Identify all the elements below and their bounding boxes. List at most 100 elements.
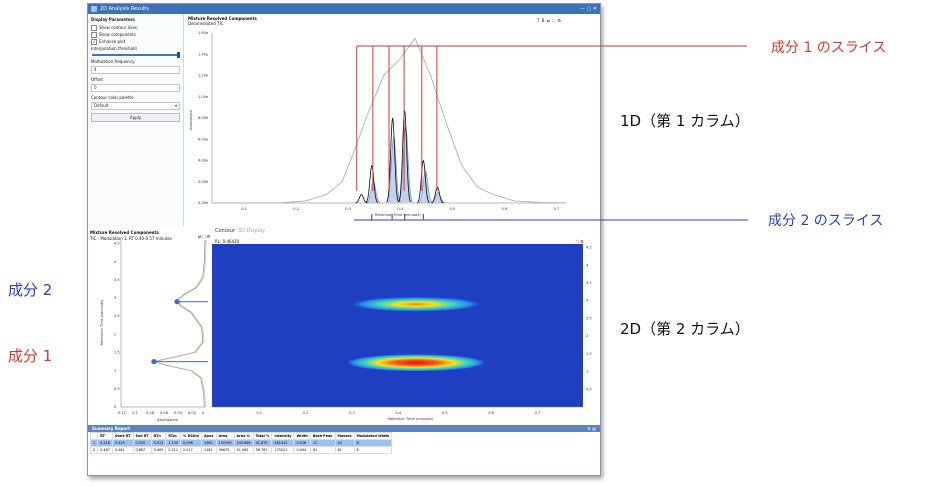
table-cell: 51 062 [233, 446, 254, 454]
profile-y-tick: 0.5 [114, 387, 120, 391]
heatmap-x-tick: 0.1 [256, 411, 262, 415]
top-chart-toolbar[interactable]: T B ⇄ ⛶ ⚙ [537, 18, 562, 23]
palette-select[interactable]: Default ▾ [91, 102, 180, 110]
profile-y-tick: 3.5 [114, 278, 120, 282]
heatmap-y-tick: 3 [586, 299, 588, 303]
option-label: Enhance plot [99, 39, 126, 44]
modulation-input[interactable]: 4 [91, 66, 180, 74]
profile-x-tick: 0.12 [118, 411, 126, 415]
component1-peak [365, 164, 379, 203]
heatmap-x-label: Retention Time (minutes) [388, 417, 434, 421]
profile-x-tick: 0.1 [132, 411, 138, 415]
table-row[interactable]: 2 0.467 0.461 0.867 0.409 0.211 2.017 1181 99675… [89, 446, 393, 454]
apply-button[interactable]: Apply [91, 113, 180, 122]
component2-peak [366, 181, 381, 204]
x-axis-label: Retention Time (minutes) [375, 213, 421, 217]
summary-body: 1 0.318 0.319 0.520 0.513 1.130 0.098 1962 19210… [89, 439, 393, 454]
heatmap-x-tick: 0.5 [442, 411, 448, 415]
x-tick-label: 0.1 [241, 207, 247, 211]
interpolation-slider[interactable] [92, 52, 180, 58]
contour-corner-label: RL: 0.46420 [215, 239, 240, 244]
modulation-label-text: Modulation frequency [91, 59, 135, 64]
profile-x-tick: 0.08 [146, 411, 155, 415]
profile-curve-secondary [153, 239, 207, 408]
profile-y-tick: 1 [114, 369, 116, 373]
chevron-down-icon: ▾ [174, 103, 177, 108]
profile-y-tick: 3 [114, 296, 116, 300]
y-tick-label: 1.20e [198, 74, 209, 78]
heatmap-blob-1 [346, 354, 486, 372]
tic-envelope [212, 37, 567, 204]
offset-label: Offset [88, 76, 183, 83]
table-cell: 0.867 [132, 446, 152, 454]
option-components[interactable]: Show components [88, 31, 183, 38]
palette-label: Contour color palette [88, 94, 183, 101]
table-cell: 2 [89, 446, 99, 454]
profile-y-tick: 1.5 [114, 351, 120, 355]
summary-toolbar-icons[interactable]: ⚙ ▤ [587, 426, 596, 431]
heatmap-y-tick: 2 [586, 334, 588, 338]
table-cell: 2.017 [180, 446, 203, 454]
checkbox-contour-lines[interactable] [91, 24, 97, 31]
profile-y-tick: 4.5 [114, 242, 120, 246]
profile-x-tick: 0.02 [188, 411, 196, 415]
summary-header: Summary Report ⚙ ▤ [88, 425, 600, 432]
bottom-left-toolbar[interactable]: ⇄ ⛶ ⚙ [198, 234, 211, 239]
profile-x-tick: 0.06 [160, 411, 169, 415]
panel-title: Display Parameters [91, 17, 135, 22]
profile-point-2 [151, 359, 157, 365]
profile-x-tick: 0.04 [174, 411, 183, 415]
x-tick-label: 0.4 [397, 207, 403, 211]
checkbox-enhance-plot[interactable]: ✓ [91, 38, 97, 45]
component2-peak [418, 170, 433, 203]
summary-report: Summary Report ⚙ ▤ RT Start RT End RT RTn RT… [88, 425, 600, 475]
component1-peak [398, 110, 411, 203]
window-controls[interactable]: — ▢ ✕ [579, 6, 597, 12]
y-tick-label: 2.00e [198, 180, 209, 184]
summary-table: RT Start RT End RT RTn RTm% RSDm Apex Area Area… [89, 432, 393, 454]
profile-y-tick: 2.5 [114, 314, 120, 318]
table-cell: 81 [334, 446, 355, 454]
x-tick-label: 0.6 [502, 207, 508, 211]
y-tick-label: 1.40e [198, 52, 209, 56]
app-icon [91, 6, 97, 12]
x-tick-label: 0.2 [293, 207, 299, 211]
bottom-left-title: Mixture Resolved Components [90, 230, 159, 235]
x-tick-label: 0.7 [554, 207, 560, 211]
annotation-slice2: 成分 2 のスライス [768, 213, 884, 229]
option-enhance-plot[interactable]: ✓ Enhance plot [88, 38, 183, 45]
table-row[interactable]: 1 0.318 0.319 0.520 0.513 1.130 0.098 1962 19210… [89, 439, 393, 447]
heatmap-x-tick: 0.2 [303, 411, 309, 415]
profile-y-label: Retention Time (seconds) [100, 299, 104, 345]
table-cell: 8 [353, 446, 393, 454]
heatmap-x-tick: 0.3 [349, 411, 355, 415]
option-label: Show contour lines [99, 25, 138, 30]
y-tick-label: 0.00e [198, 201, 209, 205]
slider-knob[interactable] [177, 52, 180, 58]
palette-label-text: Contour color palette [91, 95, 134, 100]
table-cell: 0.494 [293, 446, 311, 454]
y-tick-label: 1.60e [198, 31, 209, 35]
profile-curve [152, 239, 206, 408]
component1-peak [386, 117, 399, 203]
window-titlebar: 2D Analysis Results — ▢ ✕ [88, 4, 600, 14]
profile-y-tick: 4 [114, 260, 117, 264]
annotation-dim1: 1D（第 1 カラム） [620, 112, 750, 130]
annotation-component2: 成分 2 [8, 281, 53, 299]
display-parameters-panel: Display Parameters Show contour lines Sh… [88, 14, 184, 226]
tab-3d-display[interactable]: 3D Display [238, 228, 266, 234]
top-chart-title: Mixture Resolved Components [188, 16, 257, 21]
annotation-component1: 成分 1 [8, 347, 53, 365]
offset-input[interactable]: 0 [91, 84, 180, 92]
annotation-dim2: 2D（第 2 カラム） [620, 320, 750, 338]
palette-value: Default [94, 103, 109, 108]
y-axis-label: Abundance [189, 109, 193, 130]
contour-toolbar[interactable]: ⛶ ⚙ [576, 239, 584, 244]
tab-contour[interactable]: Contour [215, 228, 235, 234]
y-tick-label: 1.00e [198, 95, 209, 99]
option-contour-lines[interactable]: Show contour lines [88, 24, 183, 31]
checkbox-components[interactable] [91, 31, 97, 38]
component1-peak [431, 186, 444, 204]
heatmap-x-tick: 0.4 [396, 411, 402, 415]
summary-title: Summary Report [92, 426, 131, 431]
